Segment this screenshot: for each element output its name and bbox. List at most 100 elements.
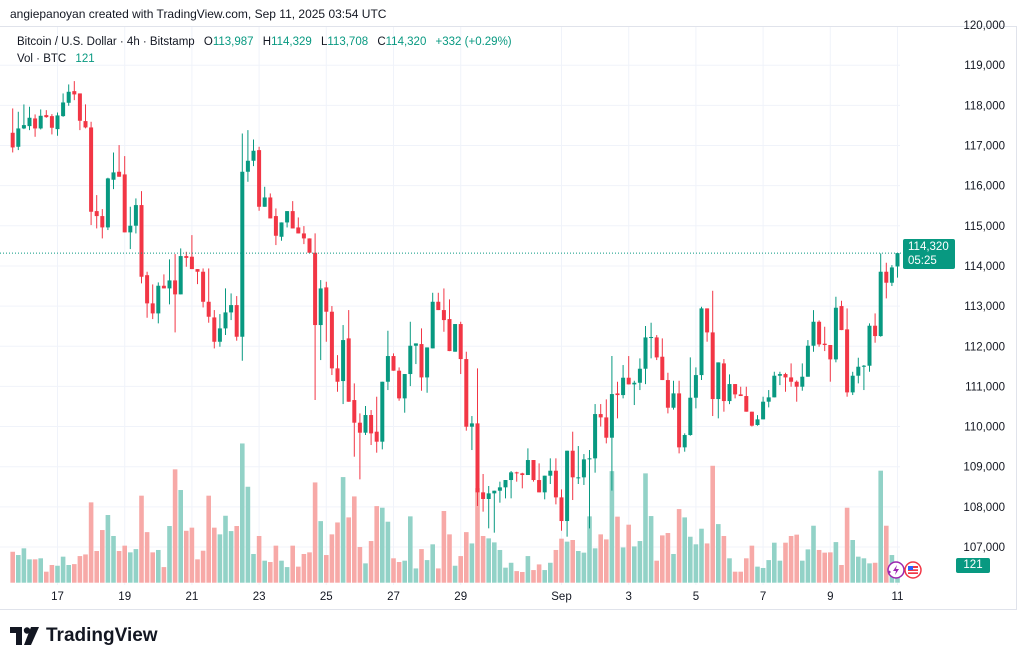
candle-body xyxy=(699,308,704,376)
candle-body xyxy=(682,435,687,448)
volume-bar xyxy=(223,515,228,583)
volume-bar xyxy=(16,555,21,583)
candle-body xyxy=(632,382,637,385)
volume-bar xyxy=(704,543,710,583)
volume-bar xyxy=(699,528,704,583)
time-tick-label: 29 xyxy=(454,591,467,603)
volume-bar xyxy=(391,558,396,583)
volume-bar xyxy=(184,530,189,583)
candle-body xyxy=(240,171,245,337)
volume-bar xyxy=(329,534,335,583)
volume-bar xyxy=(693,544,699,583)
candle-body xyxy=(665,380,670,408)
candle-body xyxy=(296,227,301,234)
volume-bar xyxy=(262,560,267,583)
volume-bar xyxy=(497,549,503,583)
tradingview-logo[interactable]: TradingView xyxy=(10,625,158,647)
volume-bar xyxy=(301,553,307,583)
candles xyxy=(10,81,900,537)
volume-bar xyxy=(324,555,329,583)
candle-body xyxy=(525,460,530,476)
volume-bar xyxy=(424,560,430,583)
volume-bar xyxy=(94,551,99,583)
close-value: 114,320 xyxy=(385,36,427,48)
volume-title[interactable]: Vol · BTC xyxy=(17,53,67,65)
candle-body xyxy=(33,118,38,129)
volume-bar xyxy=(710,465,715,583)
volume-bar xyxy=(436,568,441,583)
candle-body xyxy=(514,472,519,474)
volume-bar xyxy=(772,542,777,583)
symbol-title[interactable]: Bitcoin / U.S. Dollar · 4h · Bitstamp xyxy=(17,36,195,48)
candle-body xyxy=(581,459,586,478)
volume-value: 121 xyxy=(75,53,95,65)
chart-credit: angiepanoyan created with TradingView.co… xyxy=(10,7,387,21)
candle-body xyxy=(391,356,396,371)
candle-body xyxy=(744,396,749,412)
volume-bar xyxy=(447,534,452,583)
candle-body xyxy=(279,222,284,237)
volume-bar xyxy=(794,534,799,583)
candle-body xyxy=(374,431,379,442)
candle-body xyxy=(10,132,15,148)
candle-body xyxy=(111,172,116,180)
price-tick-label: 112,000 xyxy=(964,341,1005,353)
volume-bar xyxy=(872,562,878,583)
volume-bar xyxy=(744,558,749,583)
volume-bar xyxy=(520,571,525,583)
us-flag-event-icon[interactable] xyxy=(904,561,922,579)
volume-bar xyxy=(620,547,626,583)
volume-bar xyxy=(492,542,497,583)
volume-bar xyxy=(867,563,872,583)
candle-body xyxy=(710,332,715,400)
candle-body xyxy=(677,393,682,448)
volume-bar xyxy=(144,532,150,583)
candle-body xyxy=(654,337,659,358)
candle-body xyxy=(643,337,648,369)
candle-body xyxy=(649,337,654,339)
volume-bar xyxy=(783,542,788,583)
candle-body xyxy=(290,211,295,229)
candle-body xyxy=(822,343,827,346)
volume-bar xyxy=(822,552,827,583)
price-tick-label: 107,000 xyxy=(963,542,1005,554)
volume-bar xyxy=(413,568,419,583)
volume-bar xyxy=(749,545,755,583)
candle-body xyxy=(430,301,435,349)
candle-body xyxy=(800,376,805,387)
candle-body xyxy=(688,397,693,436)
candle-body xyxy=(811,321,816,346)
candle-body xyxy=(341,340,346,382)
candle-body xyxy=(794,381,799,387)
volume-bar xyxy=(133,549,139,583)
volume-bar xyxy=(665,533,671,583)
candle-body xyxy=(542,475,547,493)
candle-body xyxy=(318,288,323,326)
candle-body xyxy=(94,211,99,217)
candle-body xyxy=(369,415,374,434)
volume-bar xyxy=(419,549,424,583)
candle-body xyxy=(105,178,110,228)
candle-body xyxy=(184,256,189,258)
volume-bar xyxy=(245,486,251,583)
price-tick-label: 115,000 xyxy=(964,221,1005,233)
candle-body xyxy=(38,115,43,129)
candle-body xyxy=(128,225,133,233)
volume-bar xyxy=(212,527,217,583)
time-tick-label: 17 xyxy=(51,591,64,603)
volume-bar xyxy=(805,549,811,583)
volume-bar xyxy=(732,571,738,583)
candle-body xyxy=(49,116,54,128)
volume-bars xyxy=(10,443,900,583)
candle-body xyxy=(273,216,278,236)
volume-bar xyxy=(27,559,32,583)
candle-body xyxy=(156,285,161,314)
candle-body xyxy=(245,160,250,172)
candle-body xyxy=(453,324,458,352)
volume-bar xyxy=(800,560,805,583)
candle-body xyxy=(195,269,200,272)
volume-bar xyxy=(402,560,407,583)
lightning-event-icon[interactable] xyxy=(887,561,905,579)
volume-bar xyxy=(284,567,290,583)
